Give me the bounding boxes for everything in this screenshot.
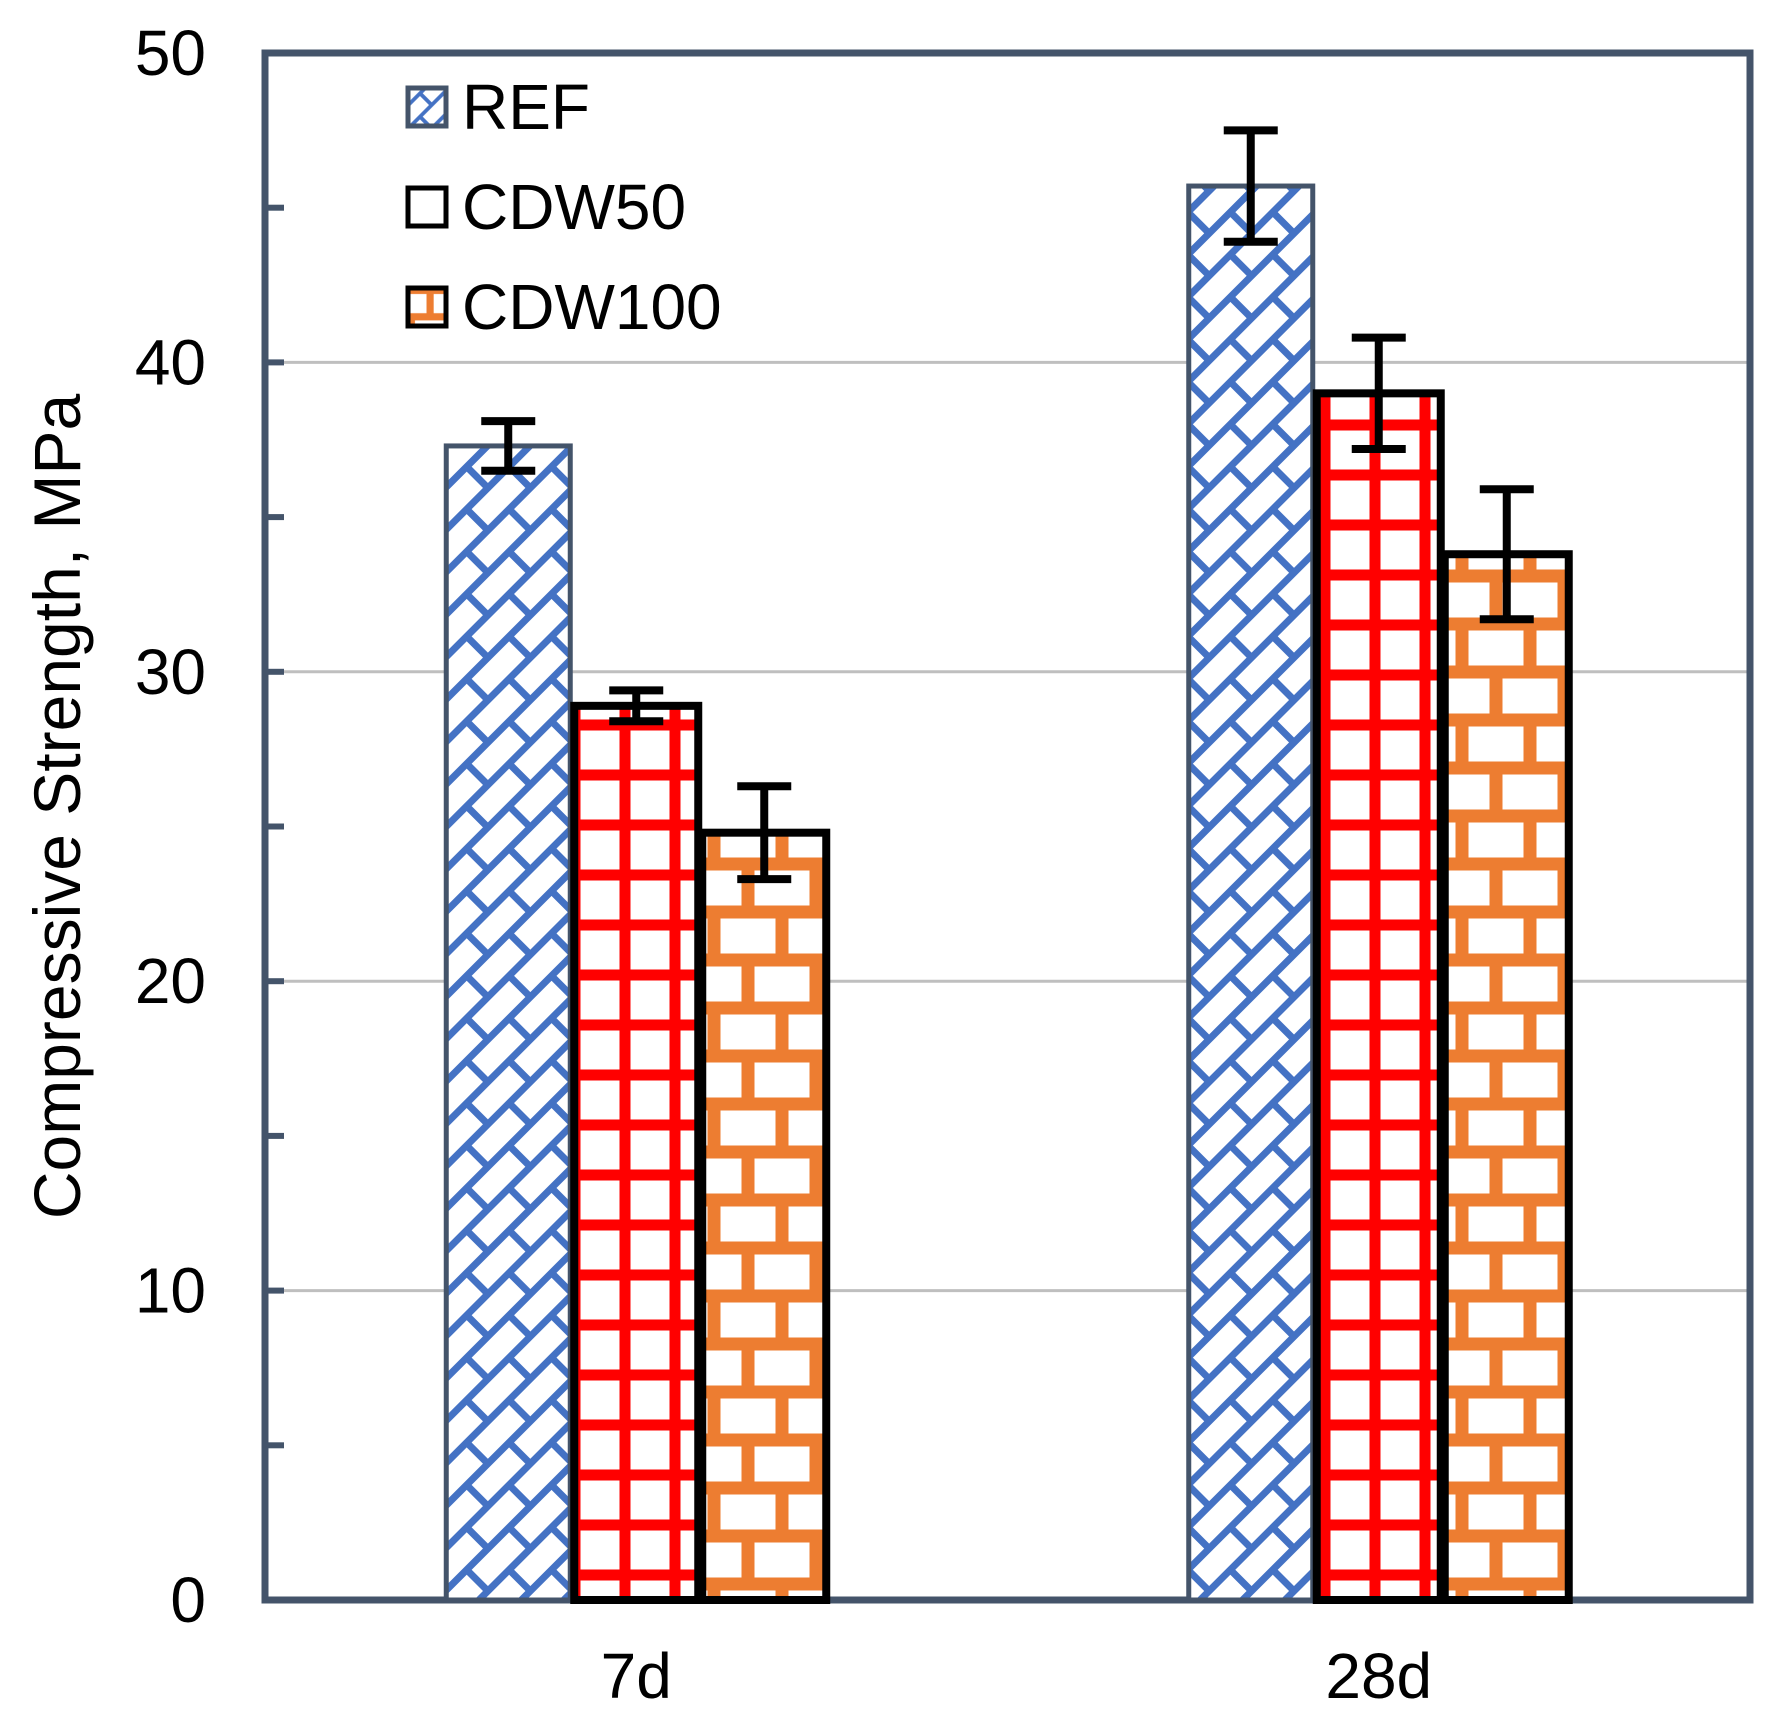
legend-item-cdw100: CDW100: [405, 271, 722, 343]
x-tick-label: 7d: [601, 1640, 672, 1709]
y-tick-label: 0: [170, 1564, 206, 1636]
error-bar-cdw100-28d: [1479, 485, 1534, 624]
bar-ref-28d: [1186, 183, 1316, 1603]
y-axis-title: Compressive Strength, MPa: [20, 394, 94, 1220]
error-bar-ref-7d: [481, 417, 536, 475]
legend-label: CDW50: [462, 171, 686, 243]
plot-border: [261, 49, 1754, 1604]
y-tick-label: 10: [135, 1255, 206, 1327]
legend-label: CDW100: [462, 271, 722, 343]
legend-swatch-icon: [405, 285, 449, 329]
error-bar-cdw100-7d: [737, 782, 792, 884]
legend-swatch-icon: [405, 185, 449, 229]
error-bar-cdw50-28d: [1351, 333, 1406, 454]
bar-cdw50-7d: [570, 701, 703, 1604]
bar-ref-7d: [443, 443, 573, 1603]
legend-swatch-icon: [405, 85, 449, 129]
y-tick-label: 30: [135, 636, 206, 708]
error-bar-cdw50-7d: [609, 686, 664, 726]
legend-label: REF: [462, 71, 590, 143]
bar-cdw50-28d: [1312, 389, 1445, 1605]
legend-item-ref: REF: [405, 71, 590, 143]
y-tick-label: 50: [135, 17, 206, 89]
y-tick-label: 20: [135, 945, 206, 1017]
bar-cdw100-28d: [1440, 550, 1573, 1604]
bar-cdw100-7d: [698, 828, 831, 1604]
y-tick-label: 40: [135, 326, 206, 398]
error-bar-ref-28d: [1223, 126, 1278, 246]
x-tick-label: 28d: [1325, 1640, 1432, 1709]
legend-item-cdw50: CDW50: [405, 171, 686, 243]
legend: REF CDW50 CDW100: [405, 71, 722, 343]
